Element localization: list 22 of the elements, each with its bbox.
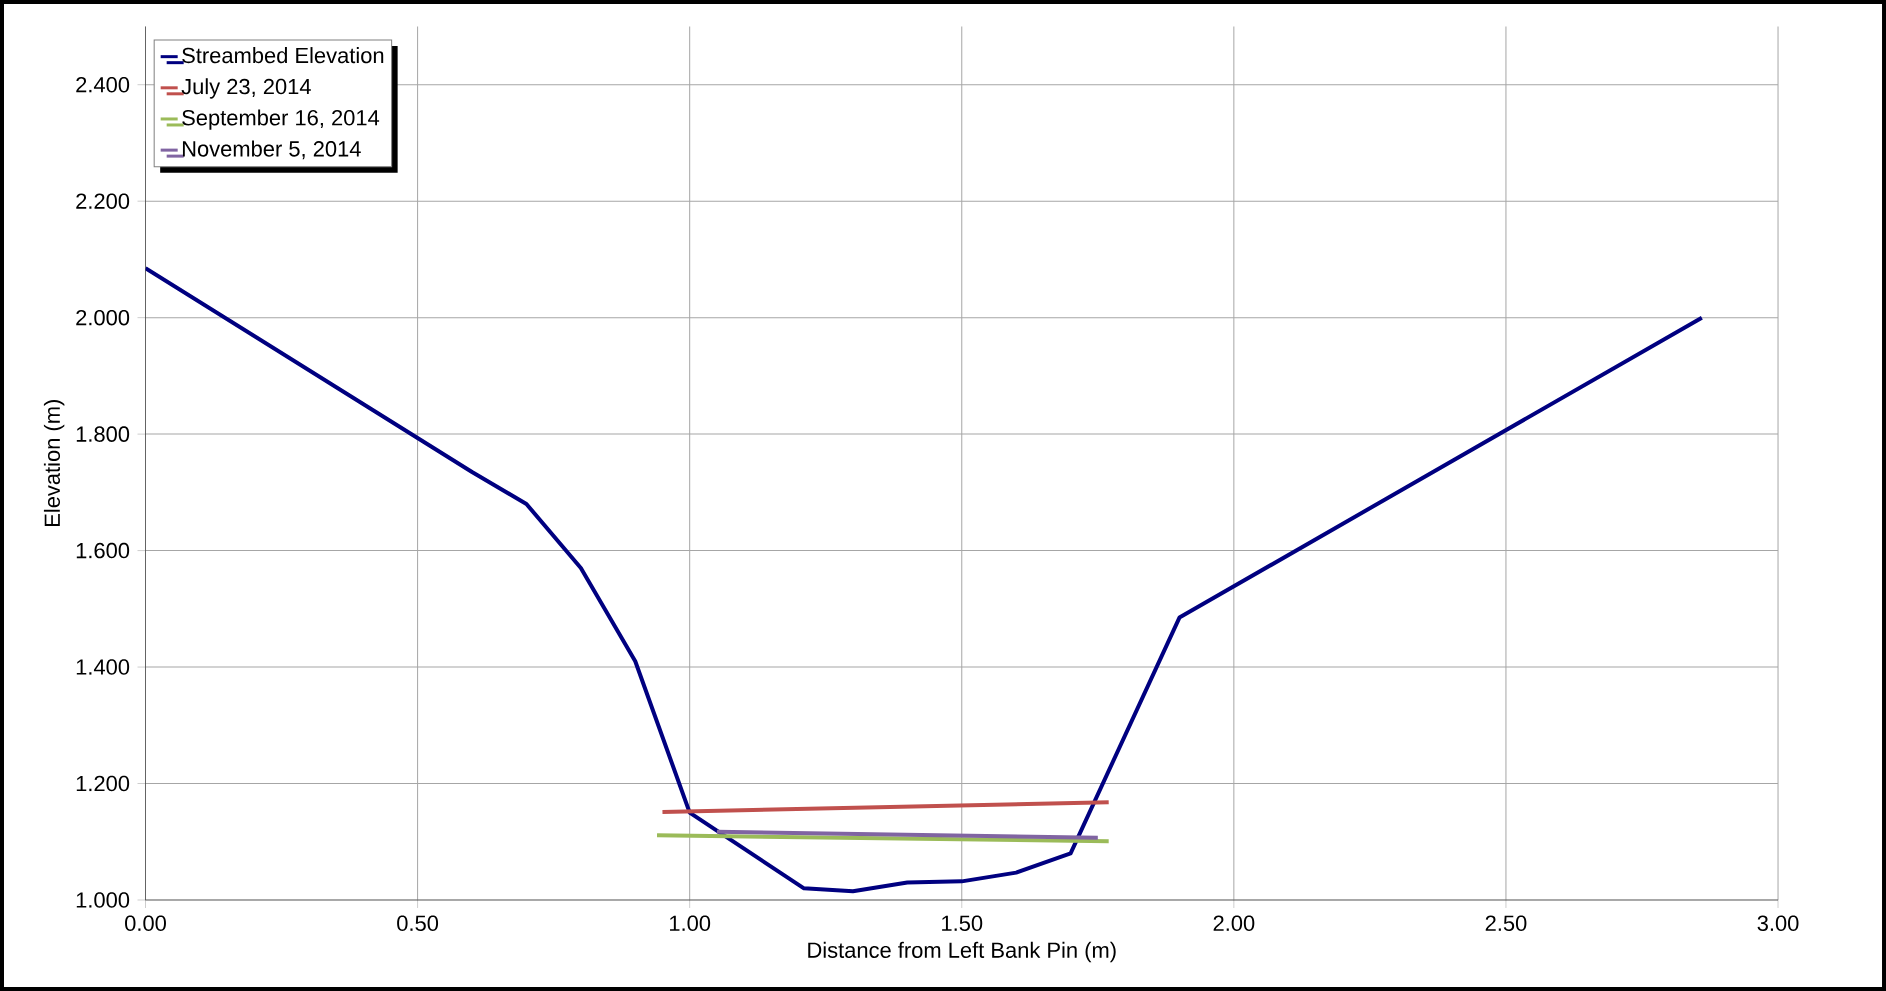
line-series (145, 266, 1704, 894)
y-tick-label: 2.400 (76, 76, 130, 93)
legend-label: Streambed Elevation (182, 47, 384, 64)
y-tick-label: 2.000 (76, 309, 130, 326)
x-tick-label: 0.50 (397, 915, 439, 932)
x-tick-label: 1.50 (942, 915, 983, 932)
x-tick-label: 0.00 (125, 915, 166, 932)
y-axis-title: Elevation (m) (43, 400, 65, 526)
y-tick-label: 1.400 (76, 659, 130, 675)
x-tick-label: 3.00 (1757, 915, 1799, 932)
legend-label: July 23, 2014 (181, 78, 311, 99)
y-tick-label: 1.200 (76, 775, 130, 792)
y-tick-label: 1.800 (76, 426, 130, 442)
y-tick-label: 1.600 (76, 542, 130, 559)
y-tick-label: 1.000 (76, 892, 130, 908)
x-tick-label: 2.50 (1485, 915, 1527, 932)
legend-label: November 5, 2014 (182, 140, 361, 160)
x-tick-label: 2.00 (1213, 915, 1255, 932)
x-axis-title: Distance from Left Bank Pin (m) (808, 941, 1116, 963)
legend-label: September 16, 2014 (182, 109, 380, 130)
y-tick-label: 2.200 (76, 193, 130, 209)
x-tick-label: 1.00 (670, 915, 711, 932)
